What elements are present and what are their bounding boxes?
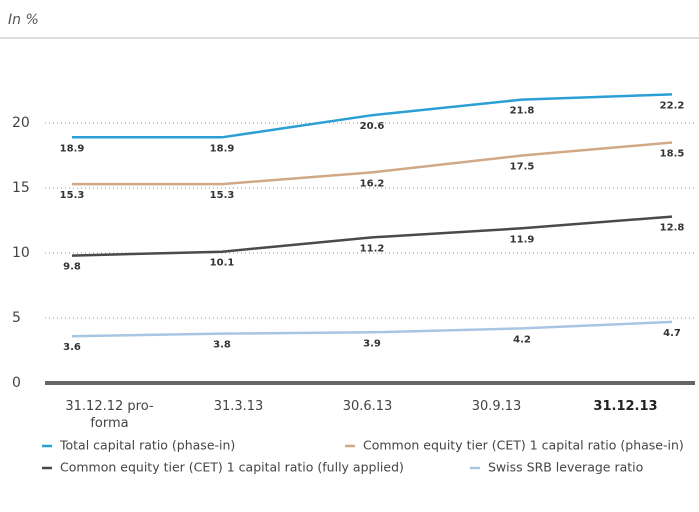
- data-label: 10.1: [210, 258, 235, 269]
- line: [72, 141, 673, 186]
- data-label: 18.9: [60, 143, 85, 154]
- y-tick-label: 15: [12, 180, 30, 196]
- line: [71, 215, 673, 257]
- data-label: 3.8: [213, 340, 231, 351]
- data-label: 11.9: [510, 234, 535, 245]
- data-label: 11.2: [360, 243, 385, 254]
- x-tick-label: 31.12.13: [593, 399, 658, 414]
- data-label: 15.3: [210, 190, 235, 201]
- data-label: 3.9: [363, 338, 381, 349]
- data-label: 17.5: [510, 162, 535, 173]
- subtitle: In %: [8, 12, 39, 28]
- data-label: 20.6: [360, 121, 385, 132]
- data-label: 21.8: [510, 106, 535, 117]
- data-label: 4.7: [663, 328, 681, 339]
- data-label: 12.8: [660, 223, 685, 234]
- data-label: 22.2: [660, 100, 685, 111]
- line: [71, 320, 673, 338]
- y-tick-label: 0: [12, 375, 21, 391]
- y-tick-label: 20: [12, 115, 30, 131]
- line: [72, 93, 673, 139]
- data-label: 4.2: [513, 334, 531, 345]
- legend-label: Swiss SRB leverage ratio: [488, 460, 643, 475]
- y-tick-label: 5: [12, 310, 21, 326]
- y-tick-label: 10: [12, 245, 30, 261]
- data-label: 15.3: [60, 190, 85, 201]
- data-label: 18.5: [660, 149, 685, 160]
- legend-label: Common equity tier (CET) 1 capital ratio…: [60, 460, 404, 475]
- x-tick-label: 31.12.12 pro-forma: [65, 399, 154, 431]
- data-label: 16.2: [360, 178, 385, 189]
- legend-label: Common equity tier (CET) 1 capital ratio…: [363, 438, 684, 453]
- x-tick-label: 31.3.13: [213, 399, 264, 414]
- x-tick-label: 30.6.13: [342, 399, 393, 414]
- legend-label: Total capital ratio (phase-in): [59, 438, 235, 453]
- data-label: 18.9: [210, 143, 235, 154]
- x-tick-label: 30.9.13: [471, 399, 522, 414]
- data-label: 3.6: [63, 342, 81, 353]
- data-label: 9.8: [63, 262, 81, 273]
